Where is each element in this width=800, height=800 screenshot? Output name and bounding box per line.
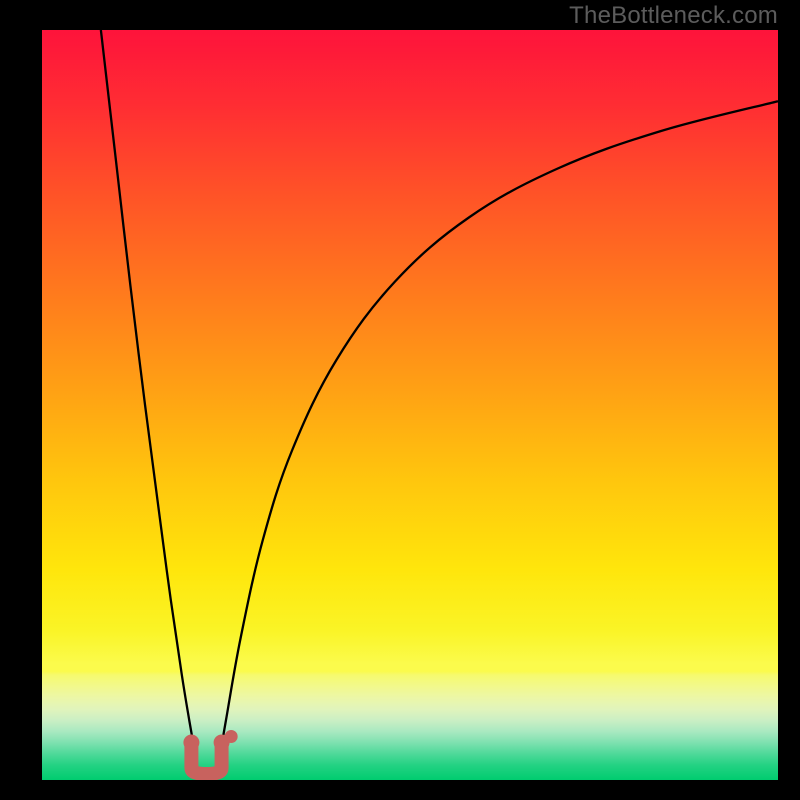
watermark-text: TheBottleneck.com <box>569 2 778 30</box>
curve-right <box>220 101 778 754</box>
curve-overlay <box>0 0 800 800</box>
frame-right <box>778 0 800 800</box>
frame-left <box>0 0 42 800</box>
trough-side-dot <box>225 730 238 743</box>
curve-left <box>101 30 195 754</box>
chart-stage: TheBottleneck.com <box>0 0 800 800</box>
trough-cap-left <box>183 735 199 751</box>
frame-bottom <box>0 780 800 800</box>
